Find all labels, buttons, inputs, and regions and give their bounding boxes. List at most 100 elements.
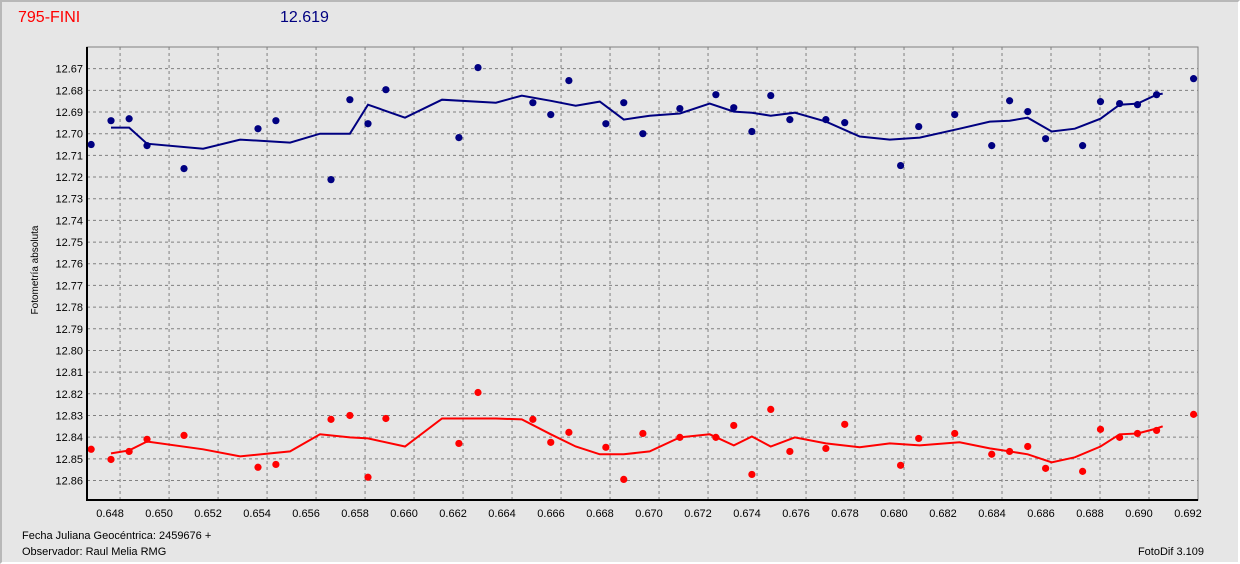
comparison-data-point <box>822 444 830 453</box>
variable-data-point <box>382 86 390 94</box>
variable-data-point <box>364 120 372 128</box>
x-tick-label: 0.674 <box>733 508 761 520</box>
variable-data-point <box>915 122 923 131</box>
variable-data-point <box>639 130 647 138</box>
x-tick-label: 0.664 <box>488 508 516 520</box>
comparison-smoothed-line <box>110 417 1164 464</box>
variable-data-point <box>254 125 262 133</box>
variable-data-point <box>346 96 354 104</box>
y-axis-label: Fotometría absoluta <box>30 225 41 314</box>
y-tick-label: 12.79 <box>55 324 83 336</box>
x-axis-label: Fecha Juliana Geocéntrica: 2459676 + <box>22 530 212 542</box>
x-tick-label: 0.690 <box>1125 508 1153 520</box>
comparison-data-point <box>565 428 573 436</box>
y-tick-label: 12.83 <box>55 410 83 422</box>
x-tick-label: 0.686 <box>1027 508 1055 520</box>
x-tick-label: 0.680 <box>880 508 908 520</box>
y-tick-label: 12.80 <box>55 345 83 357</box>
variable-data-point <box>1096 98 1105 106</box>
observer-label: Observador: Raul Melia RMG <box>22 546 167 558</box>
variable-data-point <box>748 127 756 136</box>
variable-data-point <box>602 120 610 128</box>
grid <box>86 46 1199 501</box>
comparison-data-point <box>748 470 756 479</box>
variable-data-point <box>143 142 151 150</box>
variable-data-point <box>988 142 996 150</box>
y-tick-label: 12.78 <box>55 302 83 314</box>
comparison-data-point <box>1189 410 1198 418</box>
comparison-data-point <box>730 421 738 430</box>
variable-smoothed-line <box>111 92 1163 150</box>
comparison-data-point <box>272 460 280 469</box>
variable-data-point <box>1133 101 1142 109</box>
y-tick-label: 12.69 <box>55 107 83 119</box>
y-tick-label: 12.77 <box>55 280 83 292</box>
x-tick-label: 0.652 <box>194 508 222 520</box>
comparison-data-point <box>1133 429 1142 438</box>
x-tick-label: 0.666 <box>537 508 565 520</box>
x-tick-label: 0.684 <box>978 508 1006 520</box>
x-tick-label: 0.650 <box>145 508 173 520</box>
variable-data-point <box>730 104 738 112</box>
comparison-data-point <box>1152 426 1161 435</box>
variable-data-point <box>1152 91 1161 99</box>
y-tick-label: 12.74 <box>55 215 83 227</box>
comparison-data-point <box>1079 467 1087 475</box>
comparison-data-point <box>455 439 463 448</box>
y-tick-label: 12.81 <box>55 367 83 379</box>
comparison-data-point <box>529 415 537 423</box>
comparison-data-point <box>620 475 628 484</box>
y-tick-label: 12.76 <box>55 259 83 271</box>
variable-data-point <box>676 104 684 113</box>
comparison-data-point <box>712 433 720 441</box>
comparison-data-point <box>639 429 647 438</box>
variable-data-point <box>620 99 628 107</box>
variable-data-point <box>272 117 280 125</box>
variable-data-point <box>1042 135 1050 143</box>
variable-data-point <box>1189 75 1198 83</box>
x-tick-label: 0.662 <box>439 508 467 520</box>
variable-data-point <box>547 111 555 119</box>
variable-data-point <box>529 99 537 107</box>
comparison-data-point <box>1096 425 1105 433</box>
comparison-data-point <box>125 447 133 456</box>
variable-data-point <box>180 164 188 173</box>
y-tick-label: 12.86 <box>55 475 83 487</box>
y-tick-label: 12.85 <box>55 454 83 466</box>
x-tick-label: 0.682 <box>929 508 957 520</box>
comparison-data-point <box>951 429 959 438</box>
variable-data-point <box>1006 97 1014 105</box>
x-tick-label: 0.676 <box>782 508 810 520</box>
comparison-data-point <box>364 473 372 481</box>
comparison-data-point <box>786 447 794 456</box>
software-version: FotoDif 3.109 <box>1137 546 1204 558</box>
comparison-data-point <box>327 415 335 423</box>
y-tick-label: 12.71 <box>55 150 83 162</box>
comparison-data-point <box>547 438 555 446</box>
series <box>87 63 1198 484</box>
variable-data-point <box>1079 142 1087 150</box>
comparison-data-point <box>346 411 354 420</box>
variable-data-point <box>786 116 794 124</box>
comparison-data-point <box>676 433 684 441</box>
comparison-data-point <box>1116 433 1124 441</box>
variable-data-point <box>712 91 720 99</box>
tick-labels: 0.648 0.650 0.652 0.654 0.656 0.658 0.660 0.662… <box>55 64 1201 520</box>
variable-data-point <box>565 76 573 85</box>
variable-data-point <box>455 134 463 142</box>
comparison-data-point <box>988 450 996 458</box>
variable-data-point <box>1116 99 1124 108</box>
y-tick-label: 12.84 <box>55 432 83 444</box>
x-tick-label: 0.678 <box>831 508 859 520</box>
comparison-data-point <box>767 405 775 413</box>
comparison-data-point <box>602 443 610 451</box>
variable-data-point <box>951 111 959 119</box>
variable-data-point <box>822 116 830 124</box>
comparison-data-point <box>915 434 923 443</box>
comparison-data-point <box>474 388 482 397</box>
y-tick-label: 12.67 <box>55 64 83 76</box>
comparison-data-point <box>1024 442 1032 451</box>
y-tick-label: 12.73 <box>55 194 83 206</box>
variable-data-point <box>107 117 115 125</box>
